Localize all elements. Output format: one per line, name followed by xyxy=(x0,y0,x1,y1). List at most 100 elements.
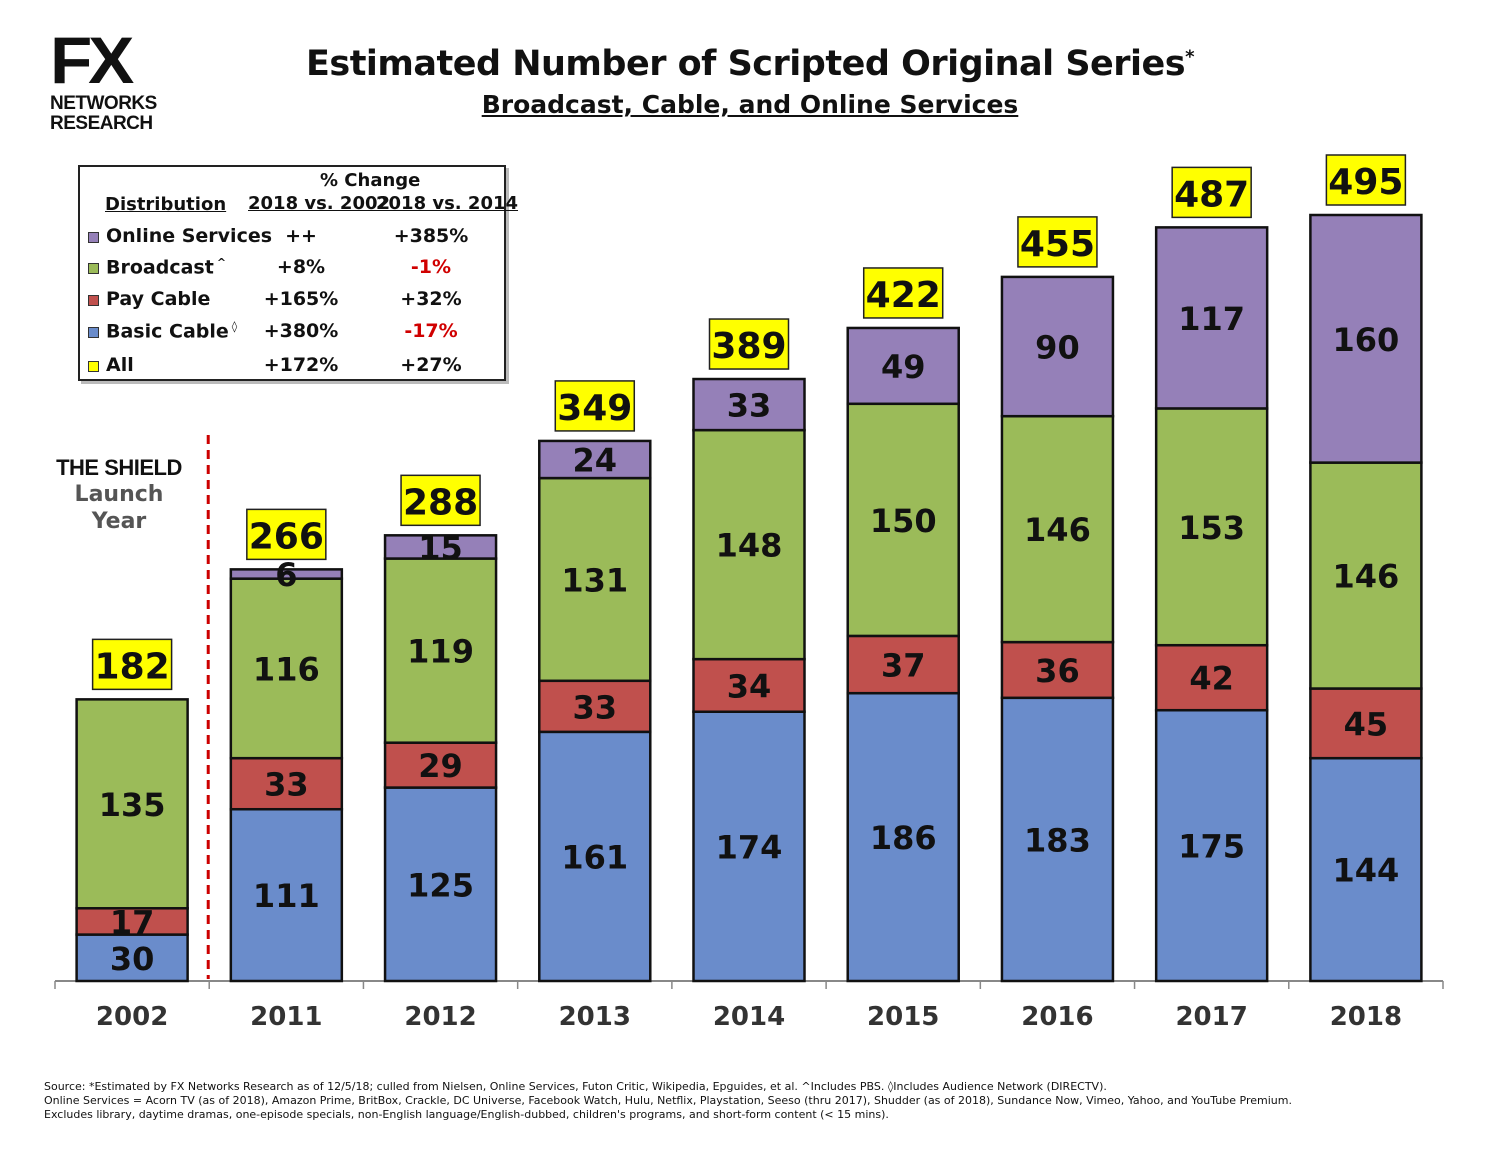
bar-segment xyxy=(75,698,189,910)
bar-segment-label: 29 xyxy=(418,747,463,785)
legend-row: All +172% +27% xyxy=(86,352,501,380)
total-label: 349 xyxy=(557,388,632,429)
total-label: 422 xyxy=(866,275,941,316)
x-tick-label: 2013 xyxy=(559,1002,631,1032)
bar-segment xyxy=(538,730,652,983)
legend-change-vs-2002: +172% xyxy=(263,354,339,376)
bar-segment xyxy=(538,679,652,734)
bar-segment-label: 116 xyxy=(253,650,320,688)
legend-row: Basic Cable ◊ +380% -17% xyxy=(86,318,501,346)
bar-segment xyxy=(383,534,498,560)
bar-segment xyxy=(846,634,960,695)
legend-change-vs-2014: -17% xyxy=(404,320,458,342)
total-label: 389 xyxy=(711,326,786,367)
bar-segment-label: 90 xyxy=(1035,329,1080,367)
bar-segment xyxy=(1000,275,1115,418)
bar-segment-label: 36 xyxy=(1035,652,1080,690)
bar-segment xyxy=(538,439,652,480)
bar-segment-label: 119 xyxy=(407,633,474,671)
total-label-box xyxy=(1171,166,1252,219)
bar-segment-label: 186 xyxy=(870,819,937,857)
bar-segment-label: 15 xyxy=(418,529,463,567)
total-label: 182 xyxy=(95,646,170,687)
legend-header-2018-vs-2002: 2018 vs. 2002 xyxy=(248,193,391,214)
legend-row: Broadcast ^ +8% -1% xyxy=(86,254,501,282)
bar-segment xyxy=(692,657,806,713)
x-tick-label: 2015 xyxy=(867,1002,939,1032)
bar-segment xyxy=(75,907,189,936)
bar-segment-label: 148 xyxy=(716,527,783,565)
legend-change-vs-2002: +8% xyxy=(276,256,326,278)
total-label: 288 xyxy=(403,482,478,523)
x-tick-label: 2011 xyxy=(250,1002,322,1032)
legend-header-2018-vs-2014: 2018 vs. 2014 xyxy=(376,193,519,214)
bar-segment xyxy=(1154,643,1269,712)
bar-segment xyxy=(383,557,498,744)
bar-segment-label: 49 xyxy=(881,348,926,386)
x-tick-label: 2018 xyxy=(1330,1002,1402,1032)
bar-segment xyxy=(846,326,960,406)
x-tick-label: 2002 xyxy=(96,1002,168,1032)
bar-segment xyxy=(229,577,344,760)
legend-change-vs-2014: +32% xyxy=(400,288,462,310)
bar-segment xyxy=(229,568,344,580)
bar-segment-label: 160 xyxy=(1332,321,1399,359)
bar-segment-label: 37 xyxy=(881,647,926,685)
chart-subtitle: Broadcast, Cable, and Online Services xyxy=(481,90,1019,119)
bar-segment xyxy=(1309,461,1423,690)
logo-mark: FX xyxy=(50,23,134,97)
bar-segment xyxy=(846,402,960,638)
bar-segment-label: 33 xyxy=(264,766,309,804)
x-tick-label: 2017 xyxy=(1175,1002,1247,1032)
bar-segment-label: 183 xyxy=(1024,821,1091,859)
bar-segment xyxy=(75,933,189,983)
logo-line-2: RESEARCH xyxy=(50,113,153,134)
total-label-box xyxy=(708,318,790,370)
total-label-box xyxy=(862,267,944,319)
legend-change-vs-2014: +385% xyxy=(393,225,469,247)
total-label-box xyxy=(1017,216,1098,268)
chart-title-text: Estimated Number of Scripted Original Se… xyxy=(305,44,1186,84)
bar-segment-label: 175 xyxy=(1178,828,1245,866)
legend-label: Basic Cable ◊ xyxy=(106,320,238,343)
bar-segment xyxy=(383,786,498,983)
legend-swatch xyxy=(88,295,99,306)
legend-change-vs-2002: +380% xyxy=(263,320,339,342)
legend-label: Pay Cable xyxy=(106,288,211,310)
legend-label: Broadcast ^ xyxy=(106,256,227,279)
bar-segment-label: 33 xyxy=(727,387,772,425)
bar-segment xyxy=(1154,708,1269,983)
legend-change-vs-2014: +27% xyxy=(400,354,462,376)
bar-segment-label: 131 xyxy=(561,561,628,599)
legend-table: % Change Distribution 2018 vs. 2002 2018… xyxy=(78,165,518,381)
chart-title: Estimated Number of Scripted Original Se… xyxy=(0,44,1500,84)
legend-header-change: % Change xyxy=(320,170,421,191)
total-label-box xyxy=(1325,154,1407,206)
bar-segment xyxy=(1000,696,1115,983)
legend-swatch xyxy=(88,263,99,274)
total-label: 495 xyxy=(1328,162,1403,203)
bar-segment-label: 117 xyxy=(1178,300,1245,338)
bar-segment xyxy=(229,807,344,983)
bar-segment xyxy=(692,428,806,661)
bar-segment-label: 111 xyxy=(253,877,320,915)
bar-segment-label: 174 xyxy=(716,828,783,866)
bar-segment-label: 153 xyxy=(1178,509,1245,547)
bar-segment-label: 33 xyxy=(573,688,618,726)
bar-segment xyxy=(538,476,652,683)
total-label-box xyxy=(554,380,636,432)
bar-segment-label: 135 xyxy=(99,786,166,824)
legend-change-vs-2002: +165% xyxy=(263,288,339,310)
title-footnote-mark: * xyxy=(1185,46,1195,68)
bar-segment xyxy=(1309,756,1423,983)
logo-line-1: NETWORKS xyxy=(50,93,157,114)
legend-label: All xyxy=(106,354,134,376)
shield-line-1: Launch xyxy=(74,482,164,507)
bar-segment-label: 34 xyxy=(727,667,772,705)
bar-segment-label: 146 xyxy=(1332,558,1399,596)
bar-segment-label: 144 xyxy=(1332,852,1399,890)
legend-label: Online Services xyxy=(106,225,273,247)
total-label-box xyxy=(91,638,173,691)
legend-swatch xyxy=(88,327,99,338)
